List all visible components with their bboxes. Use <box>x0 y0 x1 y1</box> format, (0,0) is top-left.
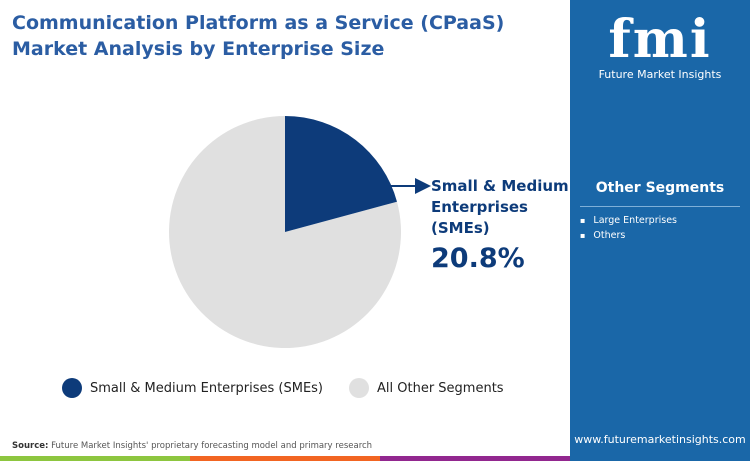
pie-slice-1 <box>169 116 402 348</box>
logo-text: Future Market Insights <box>598 68 722 81</box>
legend-label-sme: Small & Medium Enterprises (SMEs) <box>90 380 323 396</box>
divider <box>580 206 740 207</box>
legend-swatch-sme <box>62 378 82 398</box>
pie-chart <box>169 116 431 348</box>
source-text: Future Market Insights' proprietary fore… <box>48 441 373 451</box>
legend-label-other: All Other Segments <box>377 380 504 396</box>
callout-line-2: Enterprises <box>431 198 528 216</box>
pie-slice-0 <box>285 116 397 232</box>
callout-line-3: (SMEs) <box>431 219 490 237</box>
callout-line-1: Small & Medium <box>431 177 569 195</box>
footer-bar-green <box>0 456 190 461</box>
title-line-1: Communication Platform as a Service (CPa… <box>12 12 505 34</box>
footer-bar-purple <box>380 456 570 461</box>
website-url[interactable]: www.futuremarketinsights.com <box>574 433 746 446</box>
segment-item: Others <box>580 230 677 241</box>
title-line-2: Market Analysis by Enterprise Size <box>12 38 385 60</box>
chart-title: Communication Platform as a Service (CPa… <box>12 10 572 62</box>
legend: Small & Medium Enterprises (SMEs) All Ot… <box>62 378 504 398</box>
side-panel: fmi Future Market Insights Other Segment… <box>570 0 750 461</box>
legend-swatch-other <box>349 378 369 398</box>
fmi-logo: fmi Future Market Insights <box>595 9 725 82</box>
other-segments-list: Large Enterprises Others <box>580 215 677 245</box>
sme-callout: Small & Medium Enterprises (SMEs) 20.8% <box>431 176 569 279</box>
other-segments-heading: Other Segments <box>595 180 725 196</box>
segment-item: Large Enterprises <box>580 215 677 226</box>
callout-value: 20.8% <box>431 243 525 274</box>
logo-mark: fmi <box>608 9 712 70</box>
footer-bar-orange <box>190 456 380 461</box>
source-note: Source: Future Market Insights' propriet… <box>12 441 372 451</box>
source-label: Source: <box>12 441 49 451</box>
